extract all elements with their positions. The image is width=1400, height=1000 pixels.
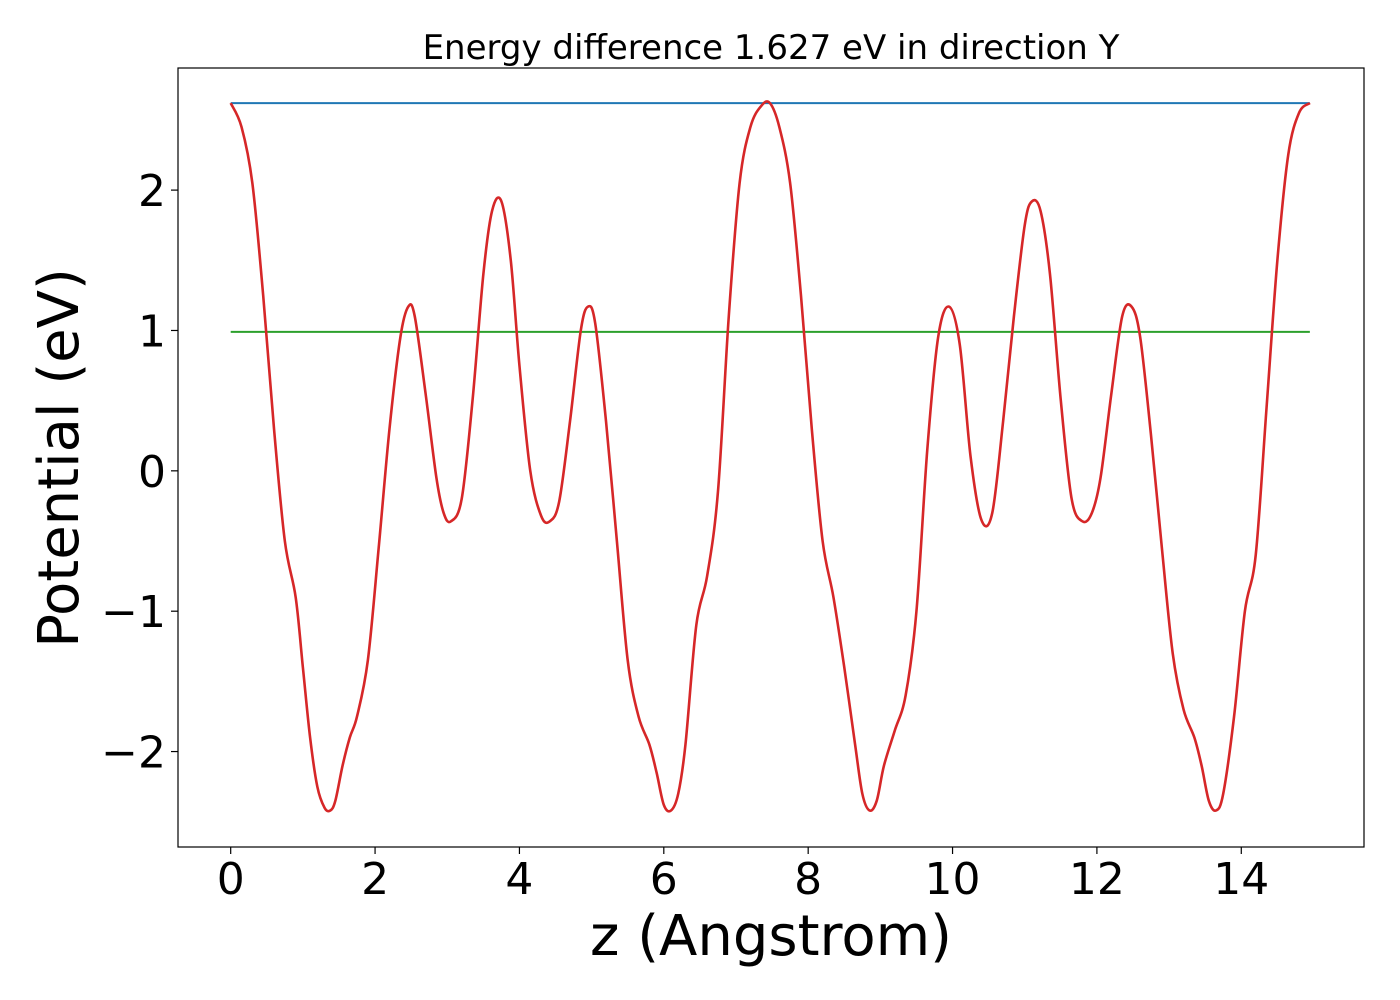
x-tick-label: 14 [1213,854,1269,905]
x-tick-label: 6 [650,854,678,905]
x-tick-label: 8 [794,854,822,905]
x-tick-label: 4 [505,854,533,905]
x-tick-label: 2 [361,854,389,905]
x-axis-ticks: 0 2 4 6 8 10 12 14 [217,847,1269,905]
potential-curve [229,100,1311,813]
y-tick-label: −2 [101,728,166,779]
y-axis-label: Potential (eV) [27,268,92,648]
y-tick-label: 2 [138,166,166,217]
y-tick-label: −1 [101,587,166,638]
x-tick-label: 10 [925,854,981,905]
x-axis-label: z (Angstrom) [590,904,952,969]
series-layer [229,100,1311,813]
x-tick-label: 0 [217,854,245,905]
chart-title: Energy difference 1.627 eV in direction … [423,28,1120,68]
plot-frame [177,67,1365,848]
y-tick-label: 0 [138,447,166,498]
y-axis-ticks: −2 −1 0 1 2 [101,166,178,779]
x-tick-label: 12 [1069,854,1125,905]
y-tick-label: 1 [138,306,166,357]
